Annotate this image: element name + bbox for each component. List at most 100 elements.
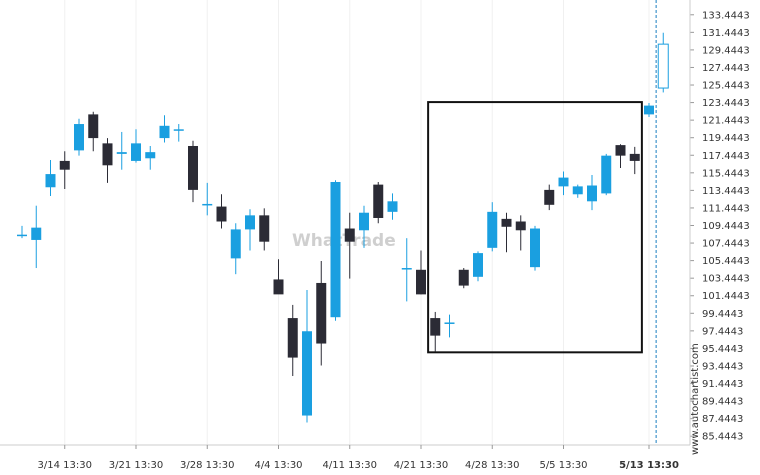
candle	[145, 145, 156, 170]
candle	[216, 194, 227, 229]
candle-body	[17, 234, 27, 237]
candle-body	[430, 318, 441, 336]
candle	[59, 151, 70, 190]
candle-body	[259, 215, 270, 242]
candle	[344, 212, 355, 279]
candle-body	[216, 206, 227, 222]
credit-text: www.autochartist.com	[690, 343, 701, 455]
candle	[387, 193, 398, 220]
candle	[17, 225, 27, 239]
x-tick-label: 5/5 13:30	[539, 460, 587, 471]
candle-body	[45, 174, 56, 188]
candle-body	[173, 129, 184, 131]
y-tick-label: 111.4443	[702, 203, 750, 214]
candle	[444, 314, 455, 338]
candle-body	[473, 253, 483, 277]
candle	[273, 259, 284, 295]
y-tick-label: 101.4443	[702, 291, 750, 302]
y-tick-label: 117.4443	[702, 151, 750, 162]
candle	[287, 304, 298, 377]
candle-body	[387, 201, 398, 212]
watermark: WhatTrade	[292, 231, 396, 251]
y-tick-label: 87.4443	[702, 414, 743, 425]
candle-body	[330, 181, 341, 318]
candle-body	[287, 318, 298, 358]
candle-body	[444, 322, 455, 324]
candle	[501, 212, 512, 253]
x-tick-label: 5/13 13:30	[619, 460, 679, 471]
candle-body	[302, 331, 312, 416]
candle-body	[572, 186, 583, 195]
candle-body	[273, 279, 284, 295]
candle	[259, 208, 270, 251]
candle-body	[416, 269, 426, 295]
candle-body	[316, 282, 327, 344]
candle-body	[515, 221, 526, 231]
candle	[644, 102, 654, 118]
candle	[615, 144, 626, 168]
candle	[45, 160, 56, 197]
candle-body	[615, 145, 626, 156]
y-tick-label: 113.4443	[702, 186, 750, 197]
y-tick-label: 105.4443	[702, 256, 750, 267]
pattern-box	[427, 101, 643, 354]
x-tick-label: 4/11 13:30	[323, 460, 377, 471]
candle	[530, 225, 540, 271]
candle-body	[657, 43, 669, 89]
candle-body	[74, 124, 84, 151]
y-tick-label: 85.4443	[702, 432, 743, 443]
candle	[316, 261, 327, 366]
candle-body	[558, 177, 569, 187]
candle-body	[644, 105, 654, 115]
y-tick-label: 131.4443	[702, 28, 750, 39]
y-tick-label: 109.4443	[702, 221, 750, 232]
candle	[487, 202, 498, 252]
candle	[430, 311, 441, 352]
candle-body	[373, 184, 384, 218]
candle	[102, 138, 113, 183]
y-tick-label: 89.4443	[702, 397, 743, 408]
candle	[74, 118, 84, 156]
candle	[629, 146, 640, 175]
y-tick-label: 97.4443	[702, 326, 743, 337]
candle	[116, 131, 127, 170]
y-tick-label: 119.4443	[702, 133, 750, 144]
candle-body	[501, 218, 512, 227]
y-tick-label: 95.4443	[702, 344, 743, 355]
candle	[601, 153, 612, 196]
y-tick-label: 93.4443	[702, 361, 743, 372]
y-tick-label: 123.4443	[702, 98, 750, 109]
candle-body	[202, 203, 213, 206]
candle	[230, 223, 241, 275]
candle	[657, 32, 669, 93]
candle-body	[530, 228, 540, 268]
y-tick-label: 121.4443	[702, 116, 750, 127]
x-tick-label: 3/28 13:30	[180, 460, 234, 471]
candle-body	[59, 160, 70, 170]
candle	[188, 140, 198, 203]
candle	[515, 215, 526, 251]
candle-body	[116, 152, 127, 154]
candle	[159, 115, 170, 143]
y-tick-label: 127.4443	[702, 63, 750, 74]
candle-body	[245, 215, 255, 230]
candle-body	[131, 143, 141, 161]
candle	[31, 205, 42, 269]
candle	[587, 174, 597, 211]
candle	[302, 289, 312, 423]
candle-body	[145, 152, 156, 159]
y-tick-label: 103.4443	[702, 274, 750, 285]
candle-body	[31, 227, 42, 240]
y-tick-label: 91.4443	[702, 379, 743, 390]
candle	[416, 250, 426, 295]
candle	[131, 129, 141, 163]
y-tick-label: 99.4443	[702, 309, 743, 320]
candle	[572, 184, 583, 198]
candle-body	[88, 114, 99, 139]
y-tick-label: 129.4443	[702, 45, 750, 56]
candle-body	[344, 228, 355, 242]
candle	[245, 209, 255, 251]
candle	[373, 181, 384, 224]
candle-body	[102, 143, 113, 166]
